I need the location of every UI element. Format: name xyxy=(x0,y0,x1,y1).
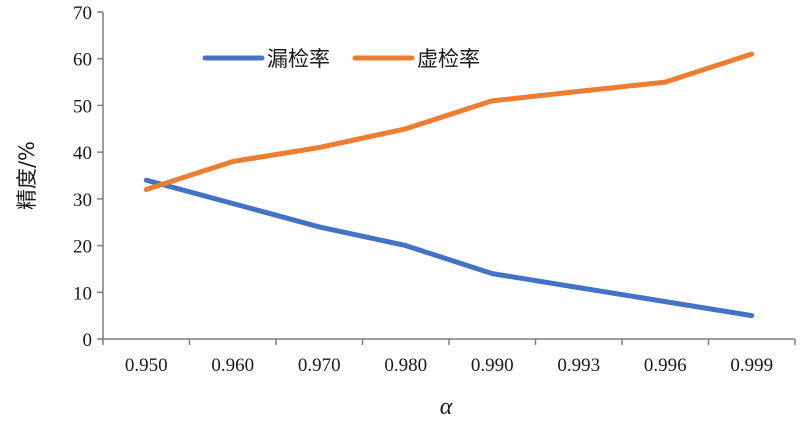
legend: 漏检率 虚检率 xyxy=(202,47,480,71)
series-line-2 xyxy=(143,51,755,192)
y-tick-label: 40 xyxy=(73,143,92,164)
series-line-1 xyxy=(143,177,755,319)
x-tick-labels: 0.950 0.960 0.970 0.980 0.990 0.993 0.996 0.999 xyxy=(102,339,796,376)
y-tick-label: 50 xyxy=(73,96,92,117)
y-tick-label: 20 xyxy=(73,237,92,258)
y-tick-labels: 0 10 20 30 40 50 60 70 xyxy=(73,3,103,351)
x-tick-label: 0.980 xyxy=(384,355,427,376)
series-lines xyxy=(143,51,755,319)
x-axis-label: α xyxy=(440,394,453,420)
y-tick-label: 70 xyxy=(73,3,92,24)
legend-label: 虚检率 xyxy=(417,47,480,71)
y-tick-label: 60 xyxy=(73,50,92,71)
x-tick-label: 0.970 xyxy=(298,355,341,376)
x-tick-label: 0.996 xyxy=(644,355,687,376)
y-tick-label: 10 xyxy=(73,283,92,304)
x-tick-label: 0.993 xyxy=(557,355,600,376)
x-tick-label: 0.999 xyxy=(730,355,773,376)
y-tick-label: 30 xyxy=(73,190,92,211)
x-tick-label: 0.950 xyxy=(125,355,168,376)
x-tick-label: 0.960 xyxy=(211,355,254,376)
legend-label: 漏检率 xyxy=(267,47,330,71)
y-axis-label: 精度/% xyxy=(15,141,39,210)
y-tick-label: 0 xyxy=(83,330,93,351)
x-tick-label: 0.990 xyxy=(471,355,514,376)
